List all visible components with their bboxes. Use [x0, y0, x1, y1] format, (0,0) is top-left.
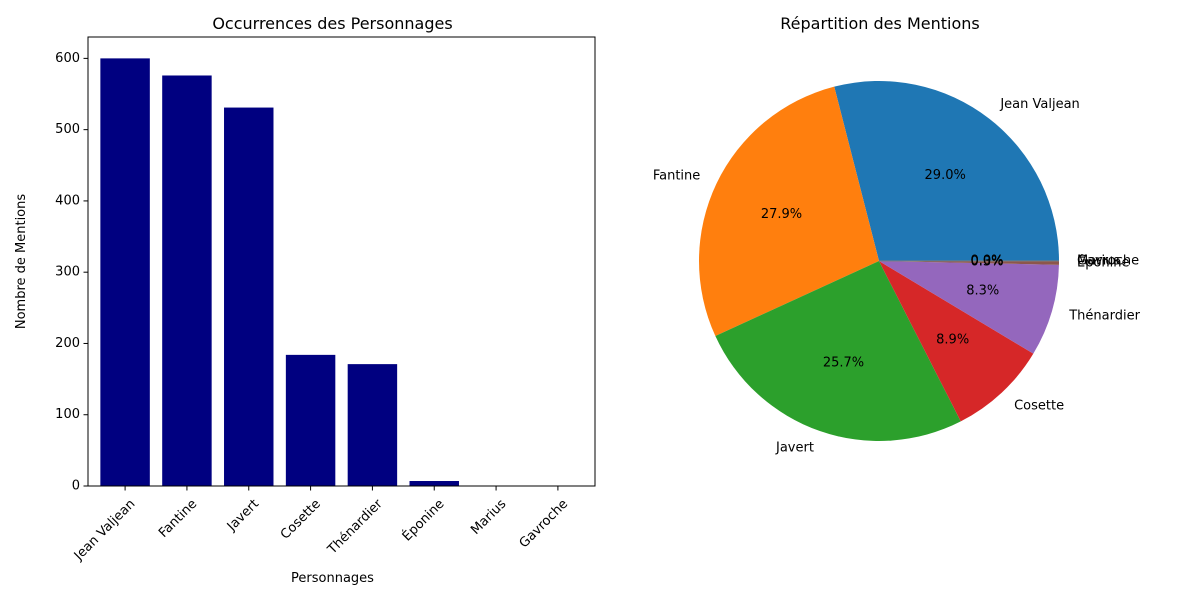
- x-tick-label-thenardier: Thénardier: [324, 496, 386, 558]
- pie-percent-jean-valjean: 29.0%: [925, 168, 966, 183]
- y-axis-label: Nombre de Mentions: [14, 194, 29, 330]
- x-tick-label-gavroche: Gavroche: [517, 497, 572, 552]
- pie-percent-fantine: 27.9%: [761, 207, 802, 222]
- x-tick-label-javert: Javert: [224, 497, 262, 535]
- pie-chart: Répartition des Mentions Jean Valjean 29.…: [653, 14, 1141, 456]
- pie-label-javert: Javert: [775, 441, 814, 456]
- pie-label-thenardier: Thénardier: [1068, 308, 1140, 323]
- pie-slice-cosette: [879, 261, 1034, 422]
- pie-label-gavroche: Gavroche: [1077, 254, 1139, 269]
- bar-eponine: [409, 481, 459, 486]
- pie-percent-javert: 25.7%: [823, 356, 864, 371]
- bar-chart: Occurrences des Personnages 0 100 200 300 40…: [14, 14, 596, 586]
- pie-percent-gavroche: 0.0%: [970, 254, 1003, 269]
- bar-cosette: [285, 354, 336, 486]
- x-tick-label-eponine: Éponine: [399, 496, 447, 544]
- bar-thenardier: [347, 364, 398, 486]
- bar-chart-title: Occurrences des Personnages: [212, 14, 452, 33]
- pie-percent-thenardier: 8.3%: [966, 283, 999, 298]
- bar-javert: [224, 107, 274, 487]
- y-axis-ticks: 0 100 200 300 400 500 600: [55, 51, 88, 494]
- pie-slice-fantine: [699, 86, 879, 336]
- plot-frame: [87, 36, 596, 487]
- x-tick-label-fantine: Fantine: [156, 497, 200, 541]
- y-tick-label: 300: [55, 265, 80, 280]
- y-tick-label: 100: [55, 407, 80, 422]
- pie-percent-marius: 0.0%: [970, 254, 1003, 269]
- x-axis-ticks: Jean Valjean Fantine Javert Cosette Thénardi…: [71, 486, 571, 564]
- pie-slice-jean-valjean: [834, 80, 1059, 261]
- x-tick-label-marius: Marius: [468, 496, 509, 537]
- y-tick-label: 0: [72, 479, 80, 494]
- pie-labels: Jean Valjean 29.0% Fantine 27.9% Javert 25.7%…: [653, 97, 1141, 455]
- x-tick-label-jean-valjean: Jean Valjean: [71, 497, 138, 564]
- pie-slice-javert: [715, 261, 961, 441]
- y-tick-label: 500: [55, 122, 80, 137]
- pie-label-marius: Marius: [1077, 254, 1120, 269]
- bar-series: [100, 58, 459, 487]
- pie-percent-cosette: 8.9%: [936, 332, 969, 347]
- bar-jean-valjean: [100, 58, 150, 486]
- pie-slice-eponine: [879, 261, 1059, 265]
- pie-chart-title: Répartition des Mentions: [780, 14, 979, 33]
- y-tick-label: 200: [55, 336, 80, 351]
- bar-fantine: [162, 75, 212, 486]
- pie-percent-eponine: 0.3%: [970, 255, 1003, 270]
- pie-label-eponine: Éponine: [1077, 255, 1130, 271]
- x-axis-label: Personnages: [291, 571, 374, 586]
- pie-label-fantine: Fantine: [653, 168, 700, 183]
- pie-label-jean-valjean: Jean Valjean: [999, 97, 1079, 112]
- x-tick-label-cosette: Cosette: [278, 497, 324, 543]
- y-tick-label: 600: [55, 51, 80, 66]
- y-tick-label: 400: [55, 193, 80, 208]
- pie-label-cosette: Cosette: [1014, 398, 1064, 413]
- pie-slice-thenardier: [879, 261, 1059, 354]
- pie-slices: [699, 80, 1059, 441]
